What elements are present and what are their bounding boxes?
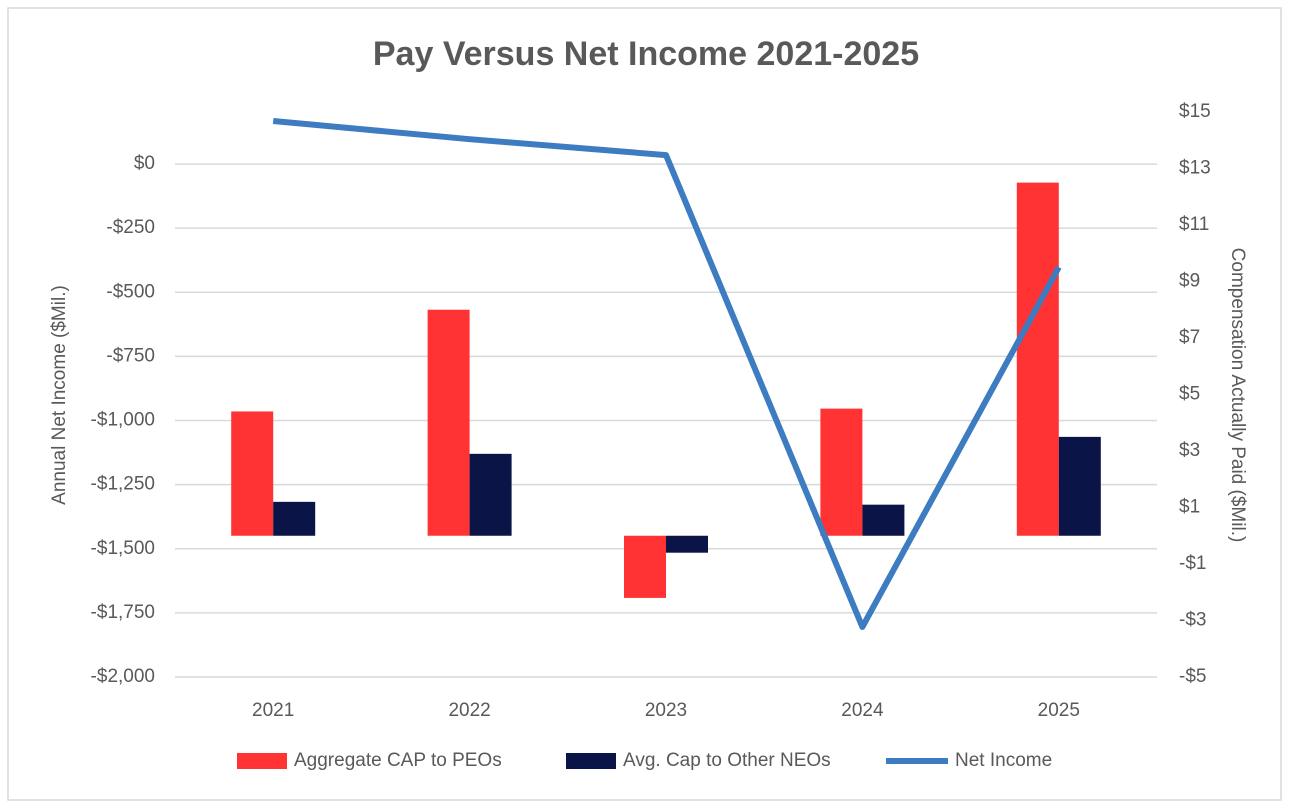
y-tick-label: -$1,750: [91, 602, 155, 623]
y2-tick-label: $5: [1179, 384, 1200, 405]
legend-label: Avg. Cap to Other NEOs: [623, 750, 831, 771]
y-tick-label: $0: [134, 153, 155, 174]
x-tick-label: 2025: [1038, 700, 1080, 721]
y-tick-label: -$250: [106, 217, 155, 238]
bar: [469, 453, 512, 536]
bar: [862, 504, 905, 536]
legend-swatch: [566, 753, 616, 769]
line: [272, 117, 1062, 630]
y2-tick-label: $3: [1179, 440, 1200, 461]
x-tick-label: 2021: [252, 700, 294, 721]
y-tick-label: -$2,000: [91, 666, 155, 687]
x-tick-label: 2023: [645, 700, 687, 721]
y-axis-label: Annual Net Income ($Mil.): [49, 285, 70, 505]
bar: [1016, 182, 1059, 536]
y-tick-label: -$500: [106, 281, 155, 302]
bar: [1058, 436, 1101, 536]
y2-tick-label: -$1: [1179, 553, 1206, 574]
legend-swatch: [237, 753, 287, 769]
legend-label: Aggregate CAP to PEOs: [294, 750, 502, 771]
bar: [820, 408, 863, 536]
y2-tick-label: $11: [1179, 214, 1209, 235]
y2-tick-label: $9: [1179, 271, 1200, 292]
y-tick-label: -$1,500: [91, 538, 155, 559]
y2-axis-label: Compensation Actually Paid ($Mil.): [1227, 248, 1248, 543]
y-tick-label: -$1,000: [91, 410, 155, 431]
x-tick-label: 2024: [841, 700, 884, 721]
bar: [427, 309, 470, 536]
y-tick-label: -$1,250: [91, 474, 155, 495]
y2-tick-label: $1: [1179, 497, 1200, 518]
bar: [273, 501, 316, 536]
y-tick-label: -$750: [106, 345, 155, 366]
y2-tick-label: $7: [1179, 327, 1200, 348]
legend-label: Net Income: [955, 750, 1052, 771]
y2-tick-label: $15: [1179, 101, 1211, 122]
chart-frame: [7, 7, 1282, 801]
y2-tick-label: $13: [1179, 158, 1211, 179]
bar: [231, 411, 274, 536]
x-tick-label: 2022: [448, 700, 490, 721]
bar: [666, 535, 708, 553]
y2-tick-label: -$3: [1179, 610, 1206, 631]
y2-tick-label: -$5: [1179, 666, 1206, 687]
bar: [624, 535, 666, 598]
chart-title: Pay Versus Net Income 2021-2025: [373, 35, 919, 73]
